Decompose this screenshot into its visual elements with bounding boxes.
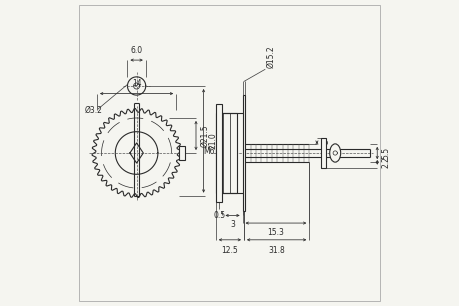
Bar [179, 146, 185, 160]
Text: 31.8: 31.8 [268, 246, 285, 255]
Text: 2.2: 2.2 [382, 156, 391, 168]
Text: 6.0: 6.0 [130, 46, 143, 54]
Bar [243, 95, 246, 211]
Text: 3: 3 [230, 220, 235, 229]
Text: M6: M6 [203, 147, 214, 156]
Text: Ø15.2: Ø15.2 [267, 45, 276, 68]
Bar [216, 104, 223, 202]
Bar [216, 114, 236, 192]
Text: 5.5: 5.5 [382, 147, 391, 159]
Text: Ø21.5: Ø21.5 [201, 124, 210, 147]
Text: 12.5: 12.5 [222, 246, 238, 255]
Text: 14: 14 [132, 79, 141, 88]
Text: Ø3.2: Ø3.2 [85, 106, 103, 115]
Text: 21.0: 21.0 [208, 132, 217, 149]
Text: 0.5: 0.5 [213, 211, 225, 220]
Text: 15.3: 15.3 [268, 228, 285, 237]
Bar [321, 138, 326, 168]
Text: 3: 3 [321, 139, 330, 144]
Ellipse shape [330, 144, 341, 162]
